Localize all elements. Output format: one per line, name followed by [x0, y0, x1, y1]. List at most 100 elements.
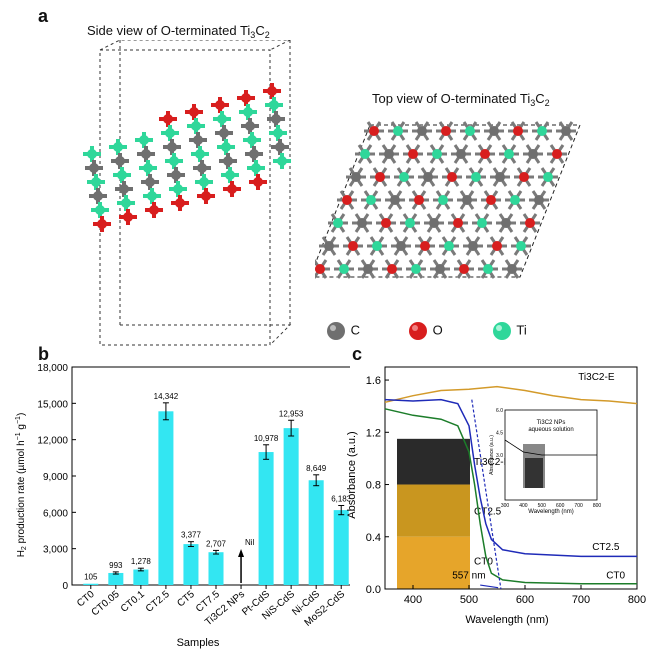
annotation-label: 557 nm: [452, 571, 485, 582]
atom: [351, 172, 361, 182]
bar-chart-ylabel: H2 production rate (µmol h−1 g−1): [15, 413, 28, 558]
atom: [119, 184, 129, 194]
legend-item-c: C: [325, 320, 360, 342]
bar-value-label: 14,342: [154, 392, 179, 401]
x-tick-label: CT0.1: [119, 589, 147, 615]
atom: [271, 114, 281, 124]
legend-item-o: O: [407, 320, 443, 342]
atom: [384, 149, 394, 159]
swatch-label: Ti3C2-E: [474, 457, 511, 468]
atom: [223, 156, 233, 166]
atom: [390, 195, 400, 205]
atom: [175, 198, 185, 208]
atom: [269, 100, 279, 110]
atom: [414, 195, 424, 205]
bar: [333, 510, 349, 585]
atom: [471, 172, 481, 182]
inset-x-tick-label: 500: [538, 503, 547, 509]
y-tick-label: 0.4: [366, 532, 381, 544]
y-tick-label: 15,000: [37, 399, 68, 410]
atom: [251, 163, 261, 173]
series-label: CT0: [606, 571, 625, 582]
bar: [308, 480, 324, 585]
atom: [528, 149, 538, 159]
atom: [501, 218, 511, 228]
y-tick-label: 1.6: [366, 375, 381, 387]
titanium-atom-icon: [493, 322, 511, 340]
side-view-caption: Side view of O-terminated Ti3C2: [87, 23, 270, 40]
atom: [97, 219, 107, 229]
inset-ylabel: Absorbance (a.u.): [489, 435, 495, 475]
atom: [387, 264, 397, 274]
atom: [227, 184, 237, 194]
atom: [372, 241, 382, 251]
atom: [247, 135, 257, 145]
absorbance-chart-xlabel: Wavelength (nm): [465, 614, 548, 626]
atom: [273, 128, 283, 138]
y-tick-label: 1.2: [366, 427, 381, 439]
atom: [480, 149, 490, 159]
y-tick-label: 12,000: [37, 436, 68, 447]
atom: [363, 264, 373, 274]
bar: [258, 452, 274, 585]
atom: [201, 191, 211, 201]
atom: [315, 264, 325, 274]
atom: [169, 156, 179, 166]
atom: [429, 218, 439, 228]
atom: [113, 142, 123, 152]
bandgap-tangent: [471, 399, 502, 590]
atom: [173, 184, 183, 194]
atom: [510, 195, 520, 205]
series-line: [384, 408, 637, 585]
atom: [117, 170, 127, 180]
atom: [381, 218, 391, 228]
atom: [417, 126, 427, 136]
atom: [468, 241, 478, 251]
atom: [333, 218, 343, 228]
atom: [89, 163, 99, 173]
top-view-structure: [315, 121, 581, 279]
y-tick-label: 6,000: [43, 508, 68, 519]
inset-y-tick-label: 6.0: [496, 408, 503, 414]
atom: [519, 172, 529, 182]
y-tick-label: 0.0: [366, 584, 381, 596]
inset-title: Ti3C2 NPs: [537, 420, 566, 426]
inset-series-line: [504, 439, 597, 456]
series-line: [384, 398, 637, 558]
bar: [283, 428, 299, 585]
bar-value-label: 993: [109, 561, 123, 570]
swatch-ct25: [397, 484, 470, 537]
x-tick-label: 500: [460, 594, 478, 606]
absorbance-plot-frame: [384, 366, 638, 590]
atom: [115, 156, 125, 166]
atom: [537, 126, 547, 136]
bar: [83, 583, 99, 585]
atom: [486, 195, 496, 205]
atom: [438, 195, 448, 205]
bar-value-label: 8,649: [306, 464, 327, 473]
atom: [197, 163, 207, 173]
inset-x-tick-label: 600: [556, 503, 565, 509]
annotation-arrow: [480, 584, 499, 589]
atom: [147, 191, 157, 201]
atom: [492, 241, 502, 251]
y-tick-label: 9,000: [43, 472, 68, 483]
carbon-atom-icon: [327, 322, 345, 340]
bar-value-label: Nil: [245, 538, 255, 547]
oxygen-atom-icon: [409, 322, 427, 340]
inset-x-tick-label: 700: [574, 503, 583, 509]
bar-chart: 03,0006,0009,00012,00015,00018,000CT0CT0…: [15, 363, 350, 649]
atom: [275, 142, 285, 152]
atom: [489, 126, 499, 136]
atom: [163, 114, 173, 124]
atom: [95, 205, 105, 215]
atom: [87, 149, 97, 159]
inset-xlabel: Wavelength (nm): [528, 509, 573, 515]
vial-liquid: [525, 458, 543, 488]
swatch-ti3c2e: [397, 438, 470, 485]
atom: [357, 218, 367, 228]
atom: [456, 149, 466, 159]
y-tick-label: 0: [62, 581, 68, 592]
panel-label-b: b: [38, 344, 49, 364]
atom: [507, 264, 517, 274]
